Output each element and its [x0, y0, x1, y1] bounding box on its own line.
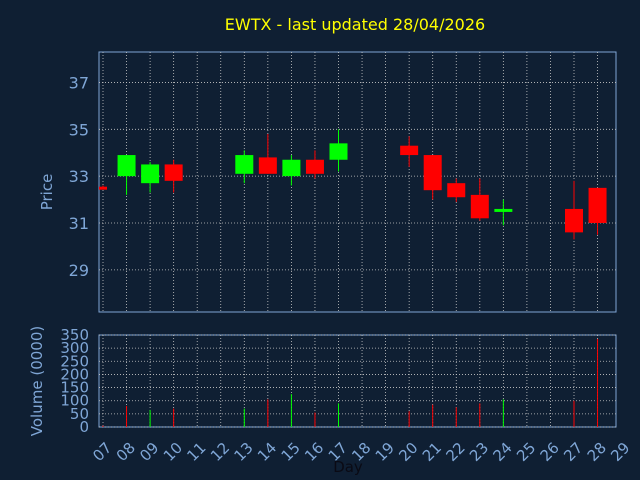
candle-body — [117, 155, 136, 177]
day-tick-label: 26 — [537, 439, 563, 465]
volume-bars — [102, 338, 599, 427]
volume-tick-label: 250 — [60, 352, 89, 370]
volume-tick-label: 200 — [60, 365, 89, 383]
candle-body — [423, 155, 442, 191]
candle-body — [565, 208, 583, 233]
day-tick-label: 16 — [301, 439, 327, 465]
price-tick-label: 33 — [69, 167, 89, 186]
day-tick-label: 27 — [560, 439, 586, 465]
volume-tick-label: 150 — [60, 379, 89, 397]
day-tick-label: 15 — [278, 439, 304, 465]
volume-tick-label: 50 — [70, 405, 89, 423]
candle-body — [329, 143, 348, 160]
day-tick-label: 25 — [513, 439, 539, 465]
day-tick-label: 29 — [607, 439, 633, 465]
candlesticks — [99, 129, 607, 240]
day-tick-label: 12 — [207, 439, 233, 465]
candle-body — [99, 186, 107, 190]
candle-body — [164, 164, 183, 181]
day-tick-label: 22 — [442, 439, 468, 465]
price-tick-label: 37 — [69, 73, 89, 92]
candle-body — [588, 187, 607, 223]
day-tick-label: 07 — [89, 439, 115, 465]
day-tick-label: 10 — [160, 439, 186, 465]
candle-body — [235, 155, 254, 174]
volume-panel-frame — [98, 334, 617, 428]
day-tick-label: 20 — [395, 439, 421, 465]
volume-axis-label: Volume (0000) — [28, 326, 46, 436]
day-tick-label: 21 — [419, 439, 445, 465]
day-tick-label: 08 — [113, 439, 139, 465]
day-tick-label: 09 — [136, 439, 162, 465]
price-tick-label: 35 — [69, 120, 89, 139]
volume-tick-label: 300 — [60, 339, 89, 357]
candle-body — [305, 159, 324, 174]
volume-tick-label: 100 — [60, 392, 89, 410]
day-tick-label: 23 — [466, 439, 492, 465]
candle-body — [258, 157, 277, 174]
volume-tick-label: 350 — [60, 326, 89, 344]
candle-body — [282, 159, 301, 177]
price-axis-label: Price — [38, 174, 56, 211]
day-axis-label: Day — [333, 458, 363, 476]
volume-tick-label: 0 — [79, 418, 89, 436]
price-panel-frame — [98, 51, 617, 313]
price-y-ticks: 29 31 33 35 37 — [69, 73, 89, 279]
candle-body — [470, 194, 489, 219]
price-tick-label: 31 — [69, 214, 89, 233]
candle-body — [400, 145, 419, 156]
price-grid — [99, 52, 616, 312]
chart-title: EWTX - last updated 28/04/2026 — [225, 15, 485, 34]
price-tick-label: 29 — [69, 261, 89, 280]
day-tick-label: 19 — [372, 439, 398, 465]
candle-body — [141, 164, 160, 184]
day-tick-label: 24 — [490, 439, 516, 465]
day-tick-label: 28 — [584, 439, 610, 465]
day-tick-label: 11 — [183, 439, 209, 465]
day-tick-label: 13 — [230, 439, 256, 465]
volume-grid — [99, 334, 616, 428]
day-tick-label: 14 — [254, 439, 280, 465]
candle-body — [494, 208, 513, 212]
candle-body — [447, 183, 466, 198]
